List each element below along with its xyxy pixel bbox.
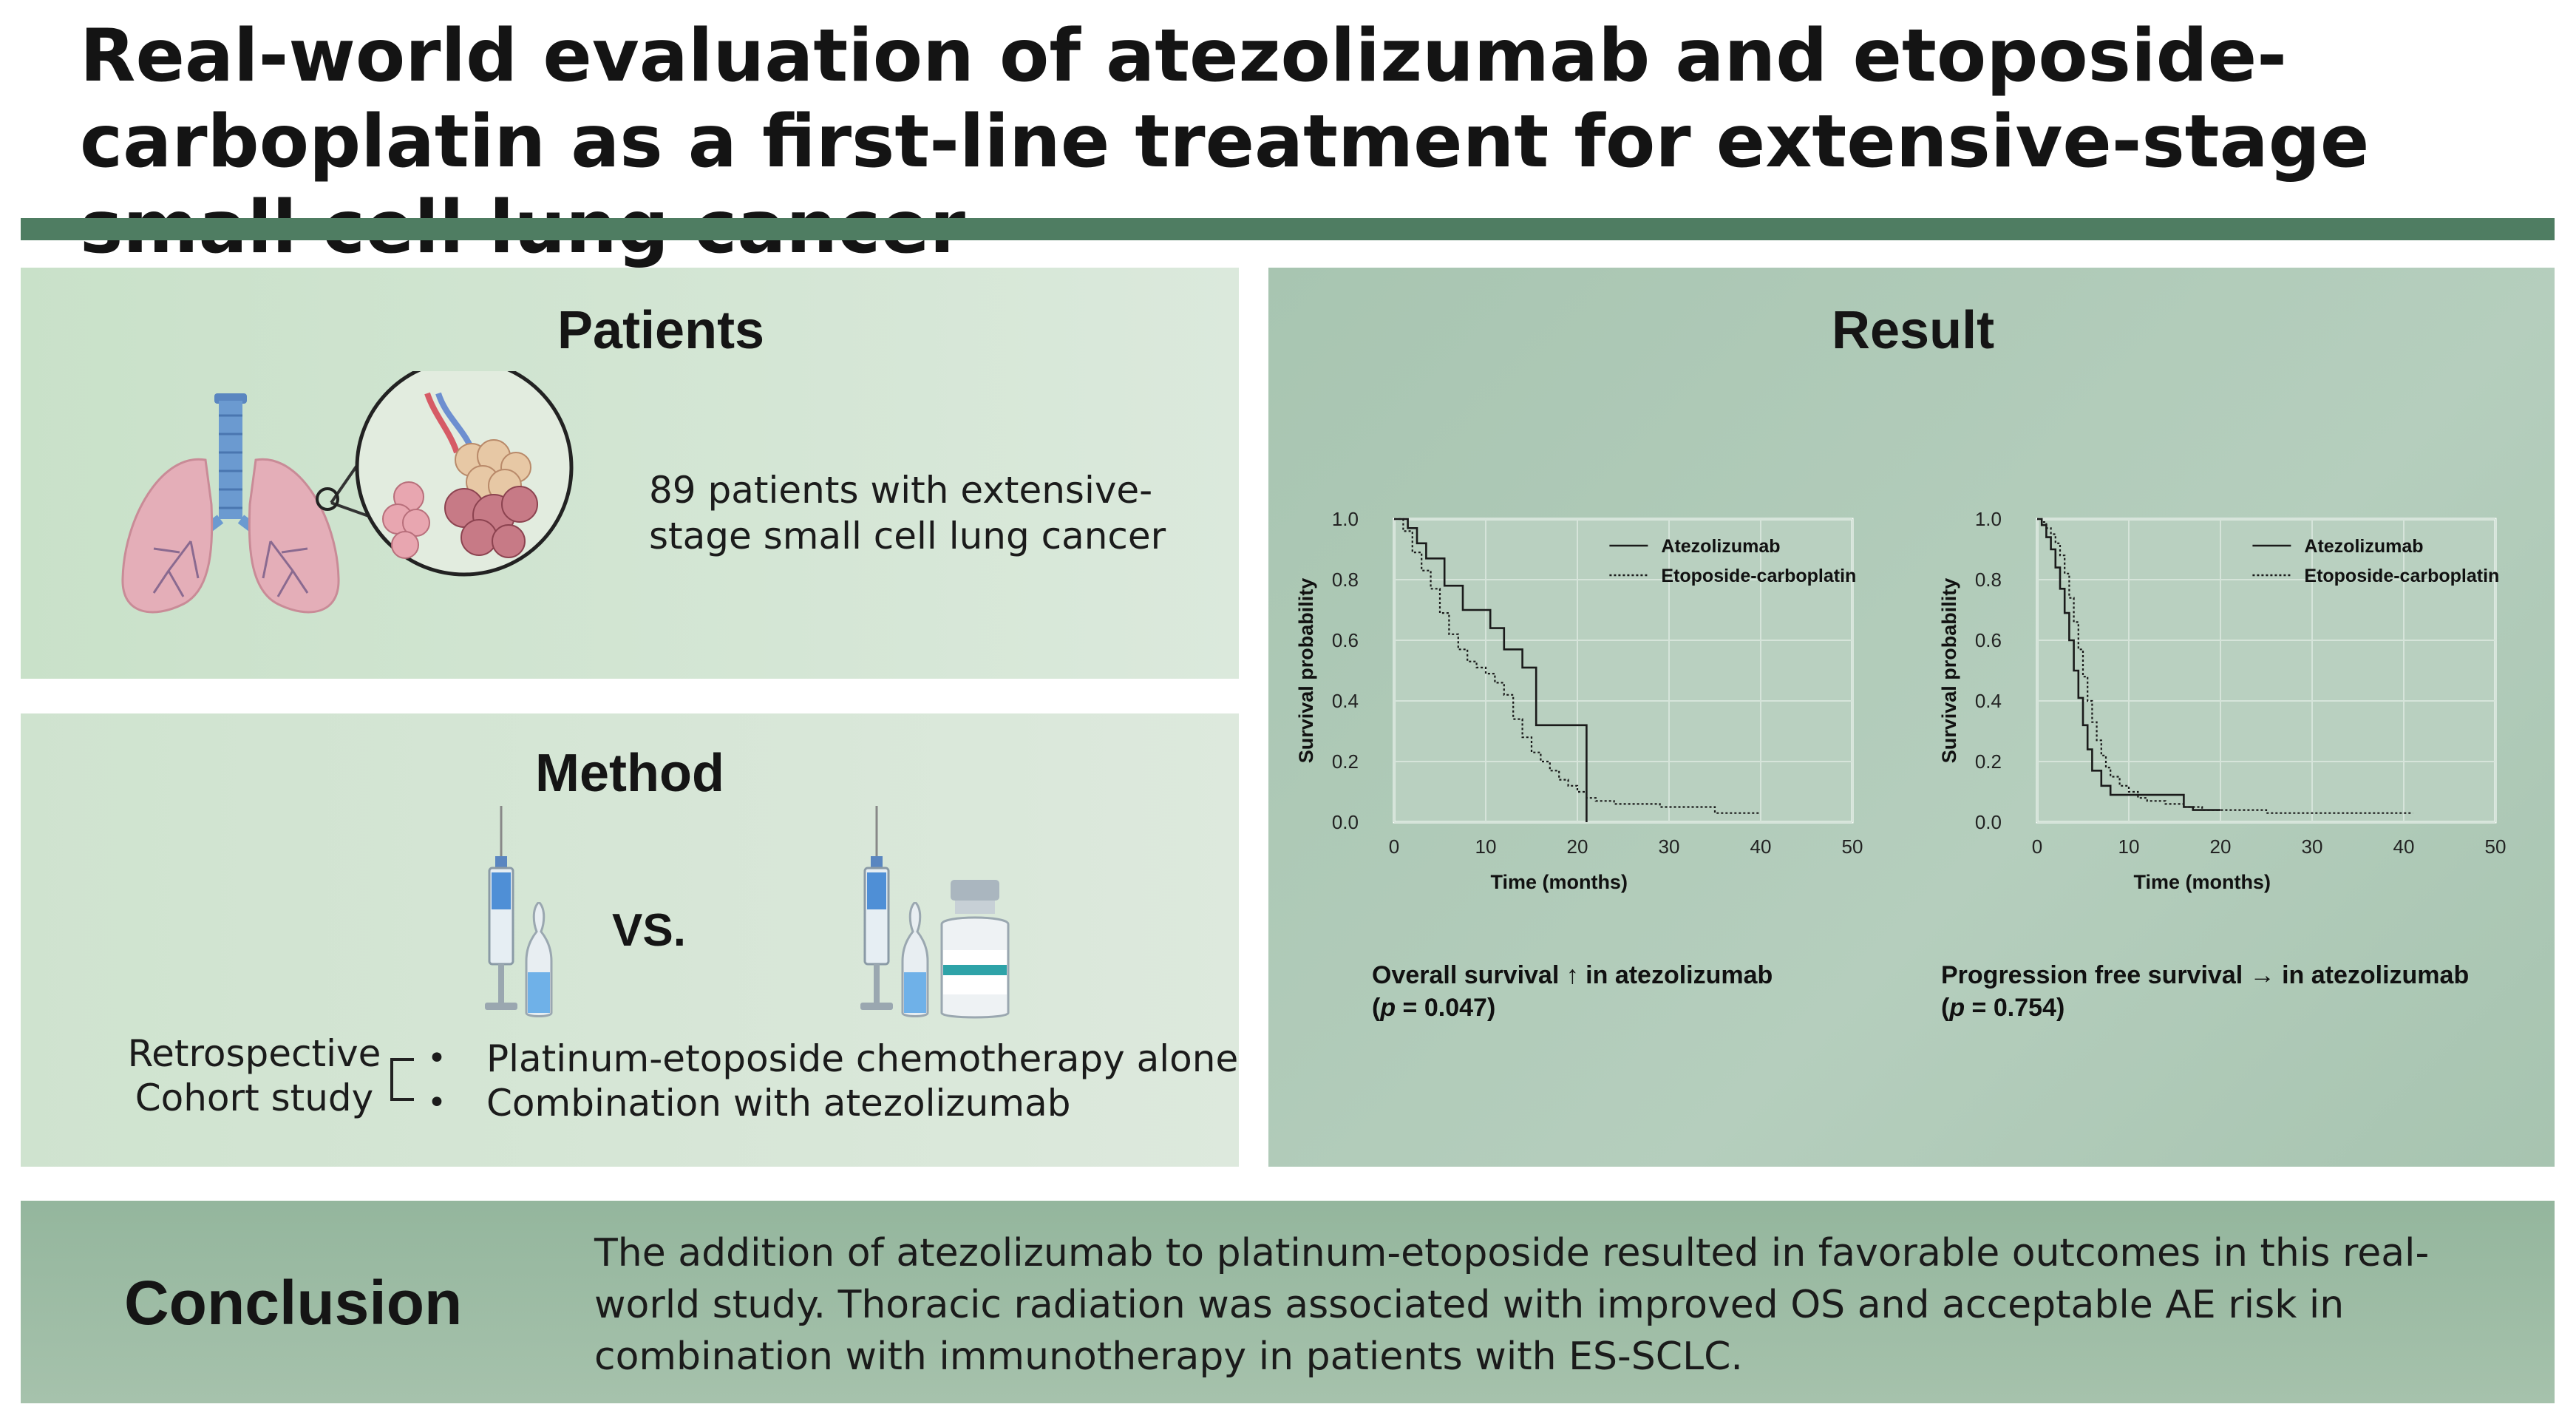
legend-label: Etoposide-carboplatin (1661, 566, 1856, 586)
x-tick-label: 10 (2118, 835, 2140, 858)
y-tick-label: 0.2 (1332, 750, 1359, 773)
x-tick-label: 40 (2393, 835, 2415, 858)
y-tick-label: 0.4 (1975, 690, 2002, 712)
syringe-icon (860, 806, 893, 1010)
os-p-label: p (1380, 994, 1396, 1022)
page-title: Real-world evaluation of atezolizumab an… (80, 14, 2370, 270)
pfs-caption: Progression free survival → in atezolizu… (1941, 959, 2547, 1024)
os-caption-line2: (p = 0.047) (1372, 994, 1496, 1022)
series-line-0 (1394, 518, 1588, 822)
y-tick-label: 0.0 (1975, 811, 2002, 833)
x-tick-label: 10 (1475, 835, 1497, 858)
x-tick-label: 0 (2032, 835, 2042, 858)
bracket-icon (390, 1058, 414, 1101)
lungs-icon (121, 393, 340, 614)
os-p-value: = 0.047) (1396, 994, 1496, 1022)
method-panel: Method VS. Retrospective Cohort study • … (21, 713, 1239, 1167)
y-axis-label: Survival probability (1295, 578, 1317, 764)
legend-label: Etoposide-carboplatin (2304, 566, 2499, 586)
method-arm-atezolizumab: Combination with atezolizumab (486, 1082, 1071, 1125)
x-tick-label: 20 (1567, 835, 1588, 858)
conclusion-header: Conclusion (124, 1268, 463, 1337)
method-arm-chemo: Platinum-etoposide chemotherapy alone (486, 1037, 1239, 1080)
x-tick-label: 20 (2210, 835, 2232, 858)
x-axis-label: Time (months) (1490, 871, 1628, 893)
conclusion-line1: The addition of atezolizumab to platinum… (594, 1231, 2430, 1275)
x-tick-label: 30 (2302, 835, 2323, 858)
patients-header: Patients (557, 301, 765, 360)
pfs-p-value: = 0.754) (1965, 994, 2065, 1022)
ampoule-icon (525, 902, 553, 1017)
x-tick-label: 40 (1750, 835, 1772, 858)
syringe-icon (485, 806, 517, 1010)
result-header: Result (1832, 301, 1995, 360)
pfs-caption-line2: (p = 0.754) (1941, 994, 2065, 1022)
conclusion-line2: world study. Thoracic radiation was asso… (594, 1283, 2345, 1327)
conclusion-line3: combination with immunotherapy in patien… (594, 1335, 1743, 1379)
y-tick-label: 0.6 (1975, 629, 2002, 651)
pfs-caption-line1: Progression free survival → in atezolizu… (1941, 961, 2470, 989)
y-tick-label: 1.0 (1975, 508, 2002, 530)
drug-vial-icon (940, 880, 1010, 1019)
km-chart-overall-survival: 0.0 0.2 0.4 0.6 0.8 1.0 0 10 20 30 40 50 Time (month… (1295, 508, 1863, 893)
patients-description: 89 patients with extensive-stage small c… (649, 469, 1166, 557)
y-tick-label: 0.4 (1332, 690, 1359, 712)
y-tick-label: 0.2 (1975, 750, 2002, 773)
study-design-line1: Retrospective (127, 1032, 381, 1075)
series-line-0 (2037, 518, 2220, 811)
os-caption-line1: Overall survival ↑ in atezolizumab (1372, 961, 1773, 989)
km-chart-progression-free-survival: 0.0 0.2 0.4 0.6 0.8 1.0 0 10 20 30 40 50 Time (month… (1938, 508, 2507, 893)
method-header: Method (535, 744, 724, 803)
y-tick-label: 1.0 (1332, 508, 1359, 530)
x-tick-label: 50 (2485, 835, 2507, 858)
plot-area (2036, 518, 2497, 824)
bullet-icon: • (427, 1040, 446, 1077)
pfs-p-label: p (1949, 994, 1965, 1022)
legend-label: Atezolizumab (2304, 536, 2423, 557)
y-tick-label: 0.8 (1975, 569, 2002, 591)
title-divider (21, 218, 2555, 240)
conclusion-panel: Conclusion The addition of atezolizumab … (21, 1201, 2555, 1403)
legend-label: Atezolizumab (1661, 536, 1780, 557)
y-axis-label: Survival probability (1938, 578, 1960, 764)
plot-area (1393, 518, 1854, 824)
conclusion-text: The addition of atezolizumab to platinum… (594, 1227, 2531, 1383)
y-tick-label: 0.8 (1332, 569, 1359, 591)
x-tick-label: 30 (1659, 835, 1680, 858)
result-panel: Result 0.0 0.2 0.4 0.6 0.8 1.0 0 10 20 30 40 50 Time… (1268, 268, 2555, 1167)
x-tick-label: 0 (1389, 835, 1399, 858)
x-tick-label: 50 (1842, 835, 1863, 858)
study-design-line2: Cohort study (135, 1077, 374, 1119)
patients-panel: Patients 89 patients with ext (21, 268, 1239, 679)
ampoule-icon (901, 902, 929, 1017)
os-caption: Overall survival ↑ in atezolizumab (p = … (1372, 959, 1889, 1024)
y-tick-label: 0.0 (1332, 811, 1359, 833)
x-axis-label: Time (months) (2133, 871, 2271, 893)
alveoli-magnifier-icon (316, 371, 574, 577)
vs-label: VS. (612, 905, 686, 956)
bullet-icon: • (427, 1084, 446, 1122)
y-tick-label: 0.6 (1332, 629, 1359, 651)
